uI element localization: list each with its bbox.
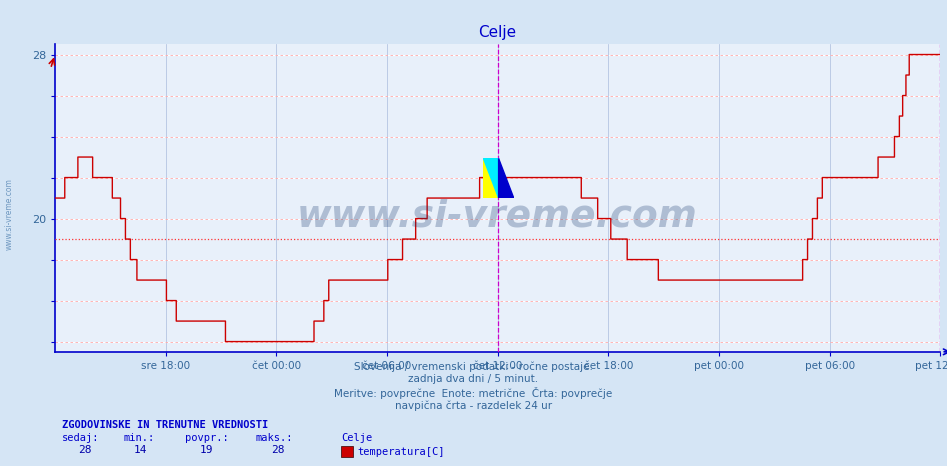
- Text: sedaj:: sedaj:: [62, 433, 99, 443]
- Text: povpr.:: povpr.:: [185, 433, 228, 443]
- Text: zadnja dva dni / 5 minut.: zadnja dva dni / 5 minut.: [408, 374, 539, 384]
- Title: Celje: Celje: [478, 25, 517, 41]
- Text: 28: 28: [79, 445, 92, 455]
- Text: Slovenija / vremenski podatki - ročne postaje.: Slovenija / vremenski podatki - ročne po…: [354, 361, 593, 372]
- Text: 19: 19: [200, 445, 213, 455]
- Text: min.:: min.:: [123, 433, 154, 443]
- Text: www.si-vreme.com: www.si-vreme.com: [5, 178, 14, 250]
- Text: ZGODOVINSKE IN TRENUTNE VREDNOSTI: ZGODOVINSKE IN TRENUTNE VREDNOSTI: [62, 420, 268, 430]
- Text: Celje: Celje: [341, 433, 372, 443]
- Text: 28: 28: [271, 445, 284, 455]
- Text: www.si-vreme.com: www.si-vreme.com: [297, 199, 698, 234]
- Polygon shape: [499, 158, 514, 198]
- Text: navpična črta - razdelek 24 ur: navpična črta - razdelek 24 ur: [395, 400, 552, 411]
- Polygon shape: [484, 158, 499, 198]
- Polygon shape: [484, 158, 499, 198]
- Text: maks.:: maks.:: [256, 433, 294, 443]
- Text: 14: 14: [134, 445, 147, 455]
- Text: temperatura[C]: temperatura[C]: [357, 446, 444, 457]
- Text: Meritve: povprečne  Enote: metrične  Črta: povprečje: Meritve: povprečne Enote: metrične Črta:…: [334, 387, 613, 399]
